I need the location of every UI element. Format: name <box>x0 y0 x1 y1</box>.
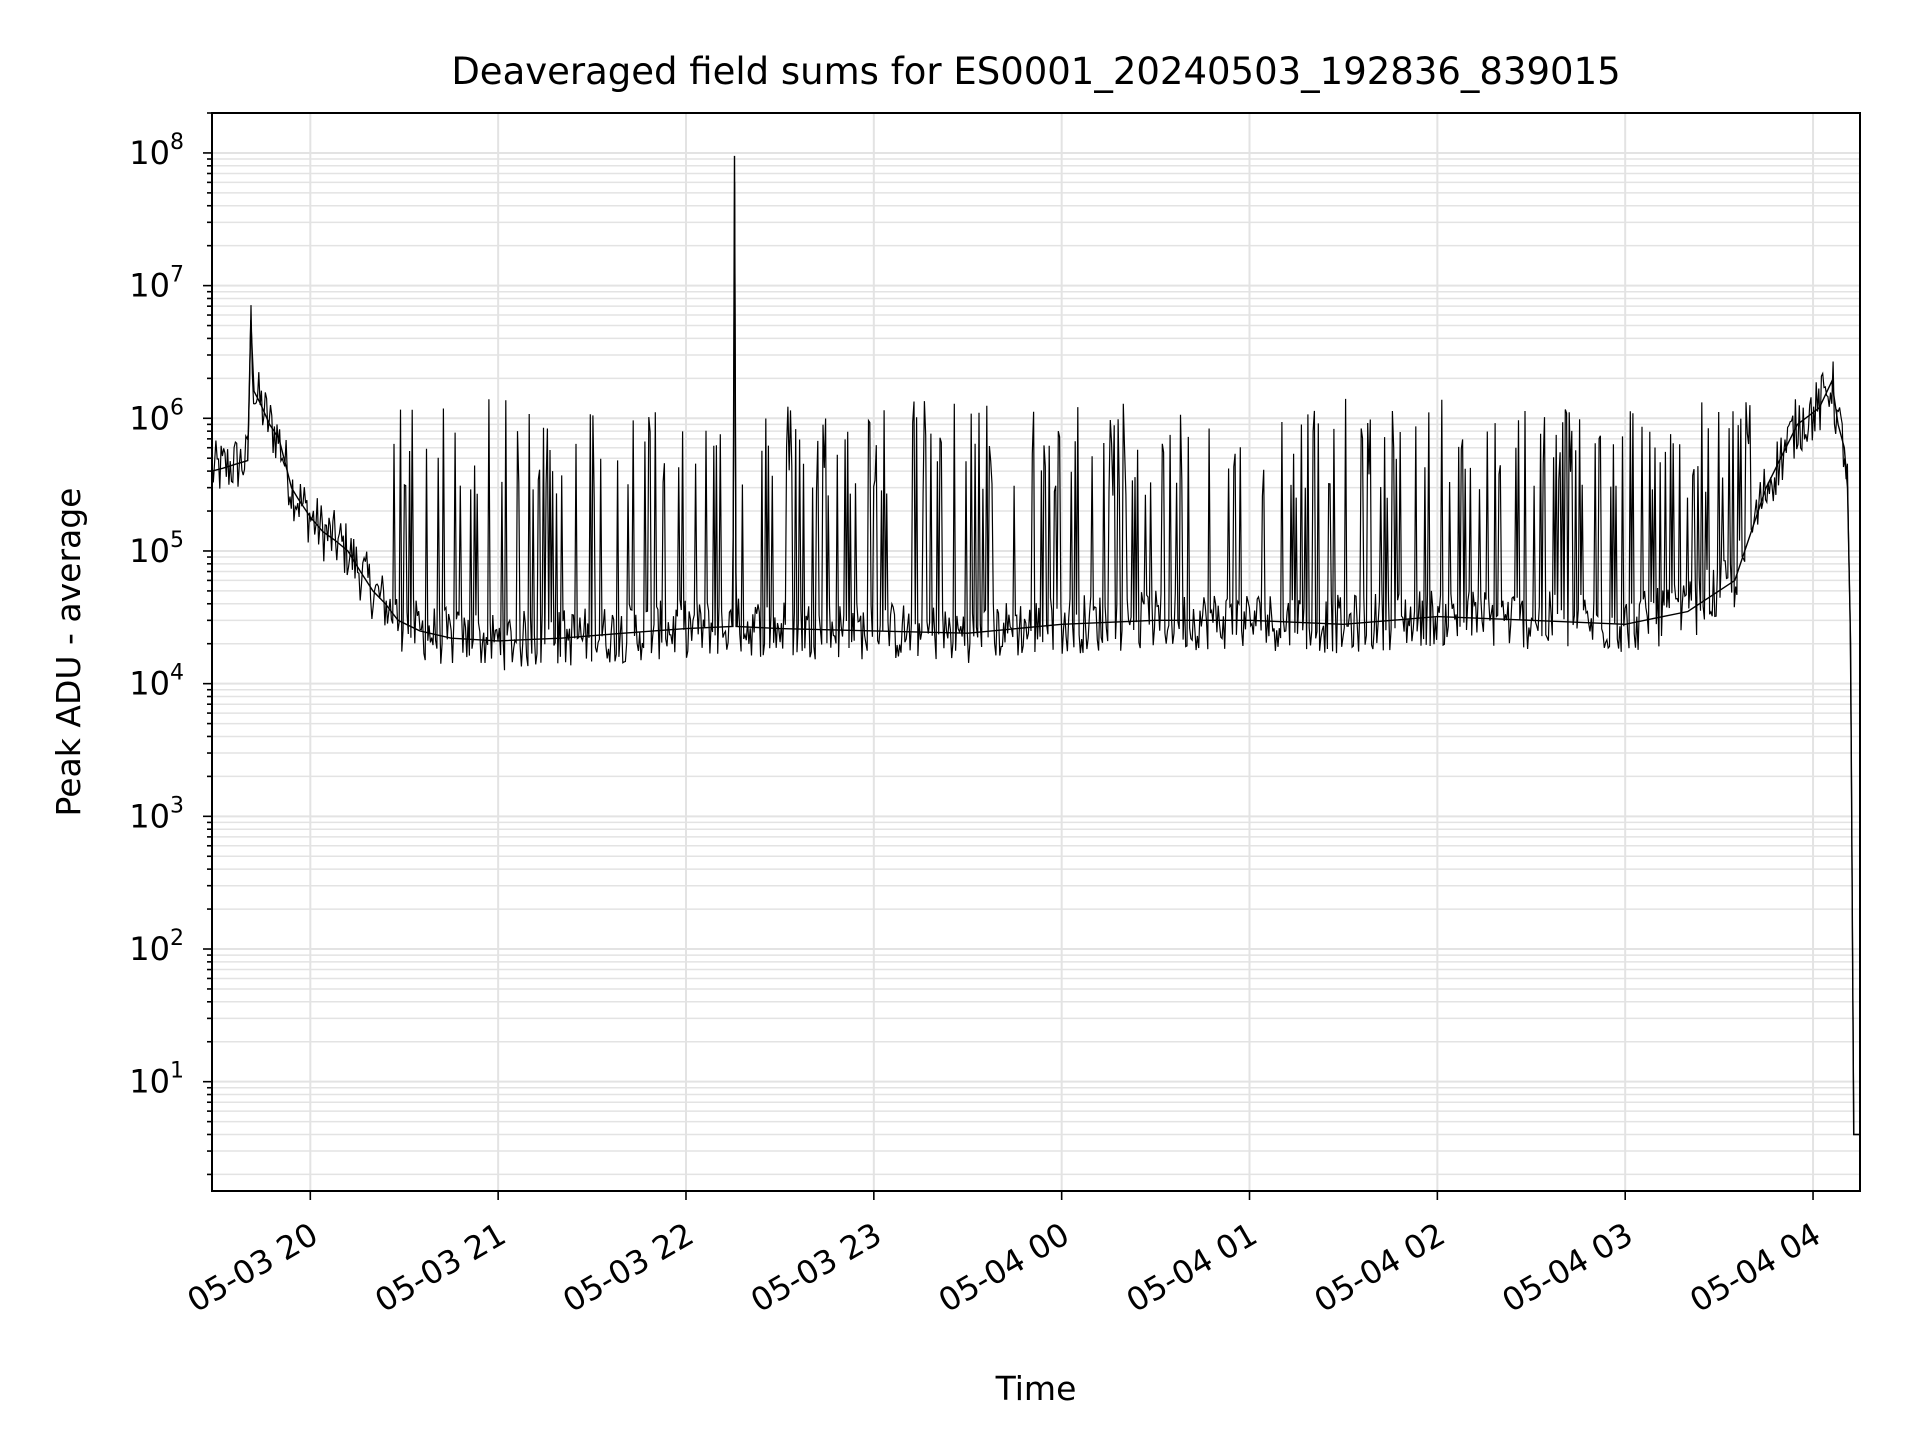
x-tick-label: 05-04 03 <box>1496 1215 1640 1320</box>
x-tick-label: 05-04 01 <box>1120 1215 1264 1320</box>
y-tick-label: 105 <box>129 528 184 570</box>
chart-title: Deaveraged field sums for ES0001_2024050… <box>451 50 1620 93</box>
grid <box>212 112 1860 1191</box>
y-tick-label: 101 <box>129 1059 184 1101</box>
y-tick-label: 107 <box>129 263 184 305</box>
x-tick-label: 05-03 22 <box>556 1215 700 1320</box>
x-tick-label: 05-03 20 <box>181 1215 325 1320</box>
x-tick-label: 05-04 00 <box>932 1215 1076 1320</box>
x-tick-label: 05-04 04 <box>1683 1215 1827 1320</box>
x-axis: 05-03 20 05-03 21 05-03 22 05-03 23 05-04 00… <box>181 1191 1827 1320</box>
y-axis: 101 102 103 104 105 106 107 108 <box>129 112 212 1176</box>
y-tick-label: 106 <box>129 395 184 437</box>
x-tick-label: 05-04 02 <box>1308 1215 1452 1320</box>
x-axis-label: Time <box>995 1369 1077 1408</box>
y-tick-label: 104 <box>129 661 184 703</box>
series-line <box>212 155 1860 1136</box>
series-line-texture <box>212 181 1860 1136</box>
x-tick-label: 05-03 23 <box>744 1215 888 1320</box>
series-layer <box>211 155 1861 1136</box>
y-tick-label: 103 <box>129 793 184 835</box>
y-tick-label: 108 <box>129 130 184 172</box>
plot-frame <box>211 112 1861 1192</box>
y-tick-label: 102 <box>129 926 184 968</box>
x-tick-label: 05-03 21 <box>369 1215 513 1320</box>
y-axis-label: Peak ADU - average <box>49 488 88 817</box>
